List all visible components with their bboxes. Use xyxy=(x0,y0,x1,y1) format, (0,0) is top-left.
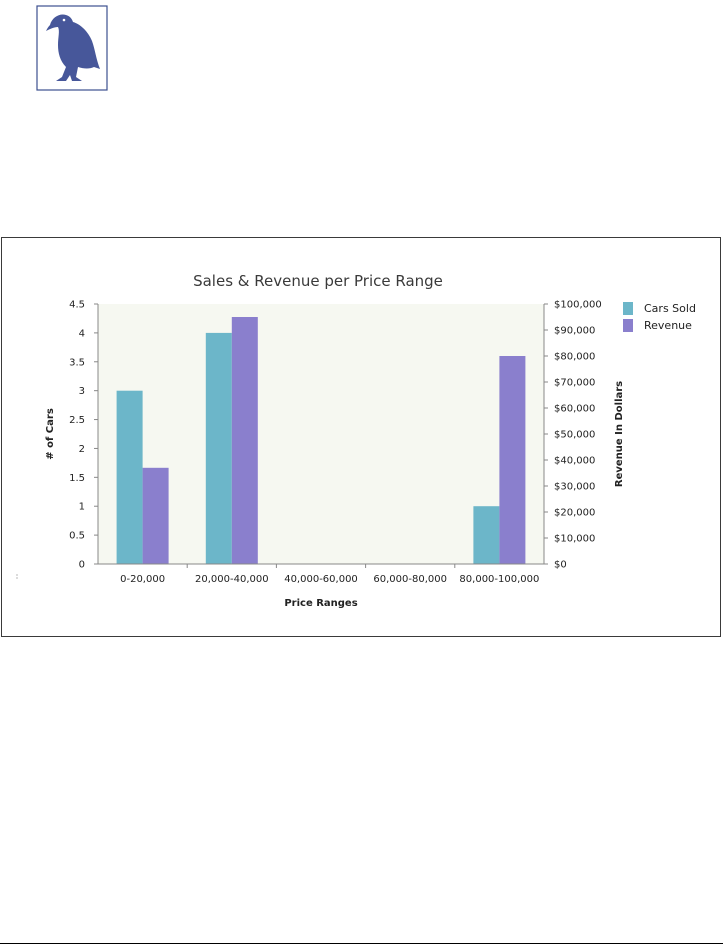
y-tick-label: 1 xyxy=(79,502,85,513)
y-tick-label: 4.5 xyxy=(69,300,85,311)
y-axis-left-title: # of Cars xyxy=(45,408,56,460)
legend: Cars Sold Revenue xyxy=(623,302,696,332)
x-tick-label: 40,000-60,000 xyxy=(284,574,358,585)
legend-label-cars-sold: Cars Sold xyxy=(644,302,696,315)
x-axis-title: Price Ranges xyxy=(284,598,357,609)
y2-tick-label: $50,000 xyxy=(554,430,595,441)
legend-swatch-revenue xyxy=(623,319,633,332)
y2-tick-label: $20,000 xyxy=(554,508,595,519)
bar-cars-sold-20-000-40-000 xyxy=(205,332,232,564)
y2-tick-label: $10,000 xyxy=(554,534,595,545)
y-tick-label: 4 xyxy=(79,328,85,339)
y-tick-label: 3 xyxy=(79,386,85,397)
y2-tick-label: $100,000 xyxy=(554,300,602,311)
corner-marks xyxy=(16,574,18,579)
x-tick-label: 60,000-80,000 xyxy=(373,574,447,585)
x-tick-label: 80,000-100,000 xyxy=(459,574,539,585)
y2-tick-label: $0 xyxy=(554,560,567,571)
plot-area xyxy=(98,304,544,564)
bar-revenue-80-000-100-000 xyxy=(499,356,526,564)
bird-logo-icon xyxy=(36,5,108,91)
y-tick-label: 0.5 xyxy=(69,531,85,542)
y-tick-label: 2 xyxy=(79,444,85,455)
y-tick-label: 1.5 xyxy=(69,473,85,484)
chart-frame: 0-20,000 20,000-40,000 40,000-60,000 60,000… xyxy=(1,237,721,637)
y2-tick-label: $80,000 xyxy=(554,352,595,363)
y2-tick-label: $70,000 xyxy=(554,378,595,389)
y2-tick-label: $90,000 xyxy=(554,326,595,337)
y2-tick-label: $30,000 xyxy=(554,482,595,493)
chart-title: Sales & Revenue per Price Range xyxy=(193,272,443,290)
y-axis-right-title: Revenue In Dollars xyxy=(614,381,625,487)
y2-tick-label: $60,000 xyxy=(554,404,595,415)
bar-cars-sold-0-20-000 xyxy=(116,390,143,564)
bar-revenue-0-20-000 xyxy=(142,467,169,564)
bar-cars-sold-80-000-100-000 xyxy=(473,506,500,564)
y-tick-label: 2.5 xyxy=(69,415,85,426)
bar-revenue-20-000-40-000 xyxy=(231,317,258,564)
y-tick-label: 3.5 xyxy=(69,357,85,368)
y-tick-label: 0 xyxy=(79,560,85,571)
y2-tick-label: $40,000 xyxy=(554,456,595,467)
x-tick-label: 0-20,000 xyxy=(120,574,165,585)
legend-label-revenue: Revenue xyxy=(644,319,692,332)
page-bottom-rule xyxy=(0,943,723,944)
legend-swatch-cars-sold xyxy=(623,302,633,315)
sales-revenue-chart: 0-20,000 20,000-40,000 40,000-60,000 60,000… xyxy=(16,272,696,609)
x-tick-label: 20,000-40,000 xyxy=(195,574,269,585)
